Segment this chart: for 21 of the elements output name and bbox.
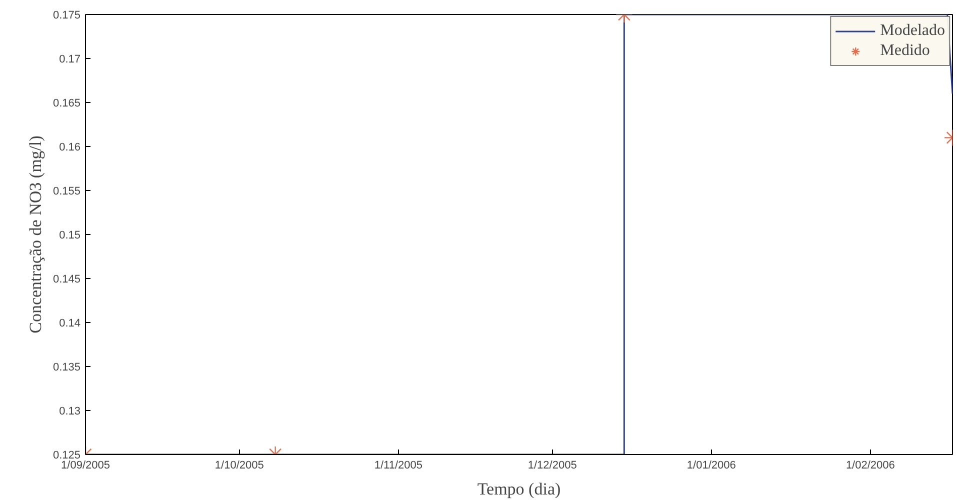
x-tick-label: 1/12/2005 (528, 460, 577, 472)
y-tick-label: 0.155 (52, 186, 81, 198)
y-tick-label: 0.145 (52, 274, 81, 286)
y-tick-label: 0.13 (59, 406, 81, 418)
y-tick-label: 0.15 (59, 230, 81, 242)
y-tick-label: 0.16 (59, 142, 81, 154)
y-tick-label: 0.165 (52, 98, 81, 110)
x-tick-label: 1/10/2005 (214, 460, 264, 472)
x-tick-label: 1/09/2005 (61, 460, 110, 472)
y-tick-label: 0.175 (52, 10, 81, 22)
x-axis-title: Tempo (dia) (477, 480, 561, 498)
legend-label: Medido (880, 42, 930, 60)
y-tick-label: 0.17 (59, 54, 81, 66)
y-tick-label: 0.14 (59, 318, 81, 330)
legend-label: Modelado (880, 22, 945, 40)
x-tick-label: 1/11/2005 (374, 460, 423, 472)
y-tick-label: 0.125 (52, 450, 81, 462)
x-tick-label: 1/01/2006 (686, 460, 736, 472)
y-tick-label: 0.135 (52, 362, 81, 374)
x-tick-label: 1/02/2006 (846, 460, 895, 472)
y-axis-title: Concentração de NO3 (mg/l) (26, 136, 45, 334)
